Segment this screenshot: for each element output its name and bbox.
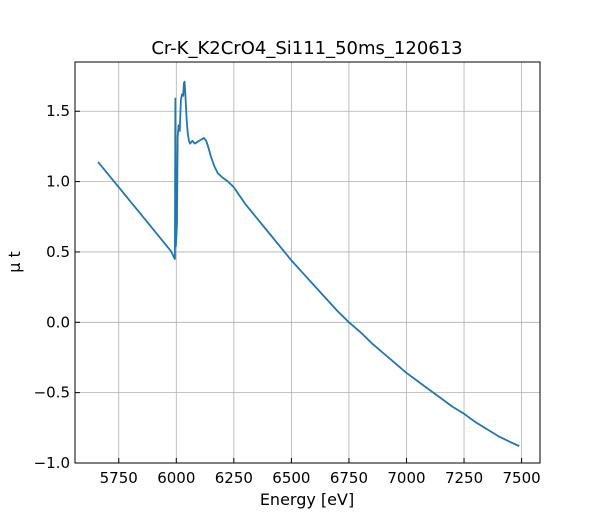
y-tick-label: 0.5 xyxy=(46,243,70,261)
series-layer xyxy=(97,80,520,447)
tick-layer: 5750 6000 6250 6500 6750 7000 7250 7500 −1.0 −0.5… xyxy=(34,102,541,487)
y-tick-label: −0.5 xyxy=(34,384,70,402)
x-tick-label: 6000 xyxy=(157,469,195,487)
chart-title: Cr-K_K2CrO4_Si111_50ms_120613 xyxy=(151,38,462,59)
plot-frame xyxy=(74,61,541,464)
x-tick-label: 6250 xyxy=(215,469,253,487)
x-tick-label: 7250 xyxy=(445,469,483,487)
series-line xyxy=(97,80,520,447)
x-axis-label: Energy [eV] xyxy=(260,490,354,509)
x-tick-label: 6500 xyxy=(272,469,310,487)
y-tick-label: 1.0 xyxy=(46,173,70,191)
x-tick-label: 5750 xyxy=(100,469,138,487)
x-tick-label: 7500 xyxy=(502,469,540,487)
x-tick-label: 7000 xyxy=(387,469,425,487)
grid-layer xyxy=(75,62,540,464)
y-axis-label: μ t xyxy=(5,251,24,273)
y-tick-label: −1.0 xyxy=(34,454,70,472)
y-tick-label: 1.5 xyxy=(46,102,70,120)
y-tick-label: 0.0 xyxy=(46,313,70,331)
x-tick-label: 6750 xyxy=(330,469,368,487)
